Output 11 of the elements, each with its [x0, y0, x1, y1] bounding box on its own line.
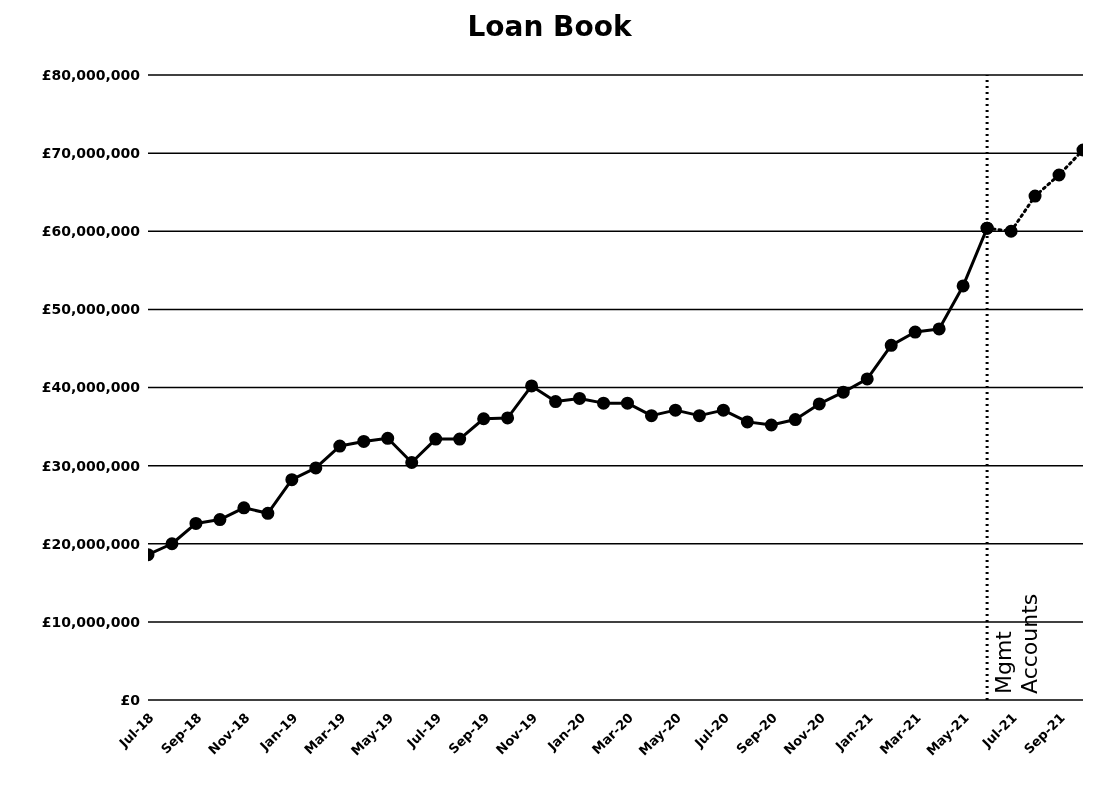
y-tick-label: £30,000,000: [41, 457, 141, 474]
y-tick-label: £70,000,000: [41, 145, 141, 162]
y-tick-label: £10,000,000: [41, 613, 141, 630]
y-tick-label: £50,000,000: [41, 301, 141, 318]
y-tick-label: £40,000,000: [41, 379, 141, 396]
y-tick-label: £20,000,000: [41, 535, 141, 552]
y-tick-label: £80,000,000: [41, 66, 141, 83]
y-tick-label: £60,000,000: [41, 223, 141, 240]
ref-line-label: Mgmt Accounts: [991, 593, 1043, 694]
y-tick-label: £0: [120, 691, 141, 708]
chart-title: Loan Book: [466, 10, 633, 45]
